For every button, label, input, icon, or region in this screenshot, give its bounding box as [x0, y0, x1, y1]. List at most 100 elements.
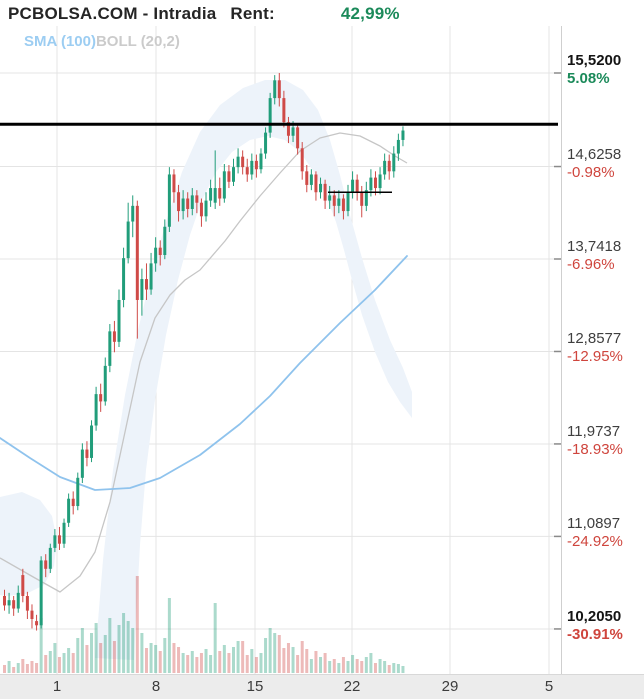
candle-body: [254, 160, 258, 170]
volume-bar: [16, 663, 20, 673]
candle-body: [135, 205, 139, 300]
volume-bar: [309, 659, 313, 673]
candle-body: [195, 195, 199, 203]
price-value: 10,2050: [567, 607, 622, 625]
candle-body: [44, 560, 48, 569]
candle-body: [332, 195, 336, 206]
volume-bar: [12, 667, 16, 673]
candle-body: [387, 160, 391, 172]
candle-body: [264, 132, 268, 154]
sma100-line: [0, 255, 408, 491]
volume-bar: [76, 638, 80, 673]
candle-body: [12, 600, 16, 609]
volume-bar: [241, 641, 245, 673]
volume-bar: [319, 657, 323, 673]
volume-bar: [103, 635, 107, 673]
volume-bar: [144, 648, 148, 673]
date-axis[interactable]: 1 8 15 22 29 5: [0, 674, 644, 699]
bollinger-band-fill: [95, 80, 412, 660]
volume-bar: [25, 664, 29, 673]
volume-bar: [199, 653, 203, 673]
candle-body: [291, 127, 295, 136]
rent-label: Rent:: [230, 4, 275, 23]
candle-body: [282, 98, 286, 123]
volume-bar: [351, 655, 355, 673]
volume-bar: [213, 603, 217, 673]
volume-bar: [172, 643, 176, 673]
volume-bar: [48, 651, 52, 673]
candle-body: [3, 596, 6, 606]
candle-body: [99, 394, 103, 402]
volume-bar: [259, 653, 263, 673]
price-axis-label: 11,0897 -24.92%: [567, 515, 643, 551]
volume-bar: [364, 657, 368, 673]
price-value: 15,5200: [567, 52, 622, 69]
candle-body: [177, 192, 181, 212]
price-value: 13,7418: [567, 237, 622, 255]
candle-body: [213, 188, 217, 203]
volume-bar: [117, 625, 121, 673]
candle-body: [369, 177, 373, 191]
candle-body: [103, 365, 107, 402]
indicator-boll-label[interactable]: BOLL (20,2): [95, 33, 180, 50]
volume-bar: [7, 661, 11, 673]
candle-body: [218, 188, 222, 199]
price-axis-label: 13,7418 -6.96%: [567, 238, 643, 274]
candle-body: [25, 596, 29, 611]
candle-body: [122, 258, 126, 300]
volume-bar: [195, 657, 199, 673]
candle-body: [181, 198, 185, 212]
candle-body: [204, 200, 208, 217]
price-percent-change: -0.98%: [567, 163, 615, 181]
candle-body: [268, 98, 272, 133]
volume-bar: [360, 661, 364, 673]
candle-body: [16, 592, 20, 609]
candle-body: [351, 179, 355, 193]
date-axis-label: 8: [151, 678, 161, 695]
date-axis-label: 5: [544, 678, 554, 695]
candle-body: [227, 171, 231, 182]
volume-bar: [35, 663, 39, 673]
volume-bar: [140, 633, 144, 673]
volume-bar: [273, 633, 277, 673]
price-value: 12,8577: [567, 330, 622, 348]
volume-bar: [30, 661, 34, 673]
indicator-sma-label[interactable]: SMA (100): [24, 33, 96, 50]
volume-bar: [67, 648, 71, 673]
volume-bar: [346, 661, 350, 673]
volume-bar: [341, 657, 345, 673]
candle-body: [80, 449, 84, 478]
candle-body: [328, 195, 332, 201]
price-percent-change: -30.91%: [567, 625, 623, 643]
volume-bar: [401, 666, 405, 673]
candle-body: [144, 279, 148, 290]
volume-bar: [181, 653, 185, 673]
volume-bar: [62, 653, 66, 673]
volume-bar: [53, 643, 57, 673]
volume-bar: [90, 633, 94, 673]
date-axis-label: 29: [441, 678, 459, 695]
candle-body: [392, 153, 396, 172]
volume-bar: [186, 655, 190, 673]
volume-bar: [71, 653, 75, 673]
candle-body: [360, 192, 364, 206]
candle-body: [131, 205, 135, 222]
candle-body: [273, 80, 277, 99]
volume-bar: [190, 651, 194, 673]
volume-bar: [373, 663, 377, 673]
candle-body: [90, 425, 94, 458]
volume-bar: [236, 641, 240, 673]
volume-bar: [314, 651, 318, 673]
candle-body: [286, 122, 290, 136]
candle-body: [346, 192, 350, 212]
chart-header: PCBOLSA.COM - Intradia Rent: 42,99%: [8, 4, 568, 24]
volume-bar: [158, 651, 162, 673]
price-percent-change: 5.08%: [567, 70, 610, 87]
volume-bar: [254, 657, 258, 673]
candle-body: [76, 477, 80, 507]
candle-body: [190, 195, 194, 209]
price-axis-label: 15,5200 5.08%: [567, 52, 643, 88]
volume-bar: [337, 663, 341, 673]
volume-bar: [268, 628, 272, 673]
